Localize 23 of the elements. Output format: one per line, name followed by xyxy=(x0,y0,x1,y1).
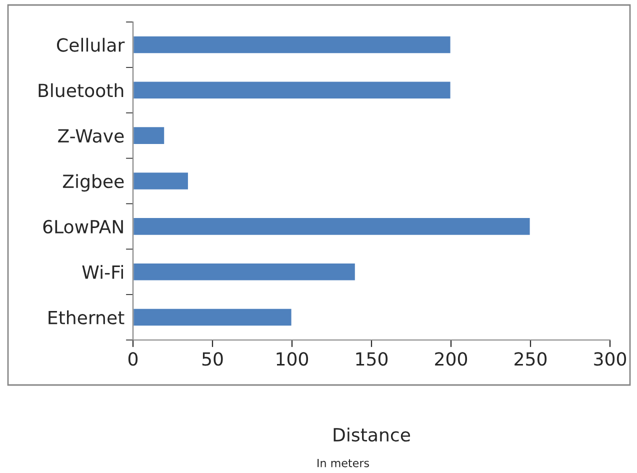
x-tick-label: 150 xyxy=(356,352,388,366)
bar xyxy=(133,171,190,191)
x-tick-label: 0 xyxy=(128,352,138,366)
y-tick-label: Z-Wave xyxy=(58,129,124,143)
y-tick-label: Cellular xyxy=(56,38,125,52)
y-tick-label: 6LowPAN xyxy=(43,220,123,234)
x-tick-label: 50 xyxy=(202,352,223,366)
bar xyxy=(133,308,293,328)
x-tick-label: 200 xyxy=(435,352,468,366)
y-tick-label: Bluetooth xyxy=(38,83,124,98)
x-tick-label: 300 xyxy=(594,352,626,366)
bar xyxy=(133,216,532,236)
bar xyxy=(133,80,452,100)
text: In meters xyxy=(318,458,369,468)
y-tick-label: Ethernet xyxy=(48,310,124,324)
y-tick-label: Zigbee xyxy=(62,174,124,192)
bar xyxy=(133,34,452,54)
y-tick-label: Wi-Fi xyxy=(82,264,123,279)
x-tick-label: 100 xyxy=(276,352,308,366)
x-tick-label: 250 xyxy=(514,352,547,366)
bar xyxy=(133,262,356,282)
bar xyxy=(133,126,166,146)
x-axis-title: Distance xyxy=(334,428,410,442)
